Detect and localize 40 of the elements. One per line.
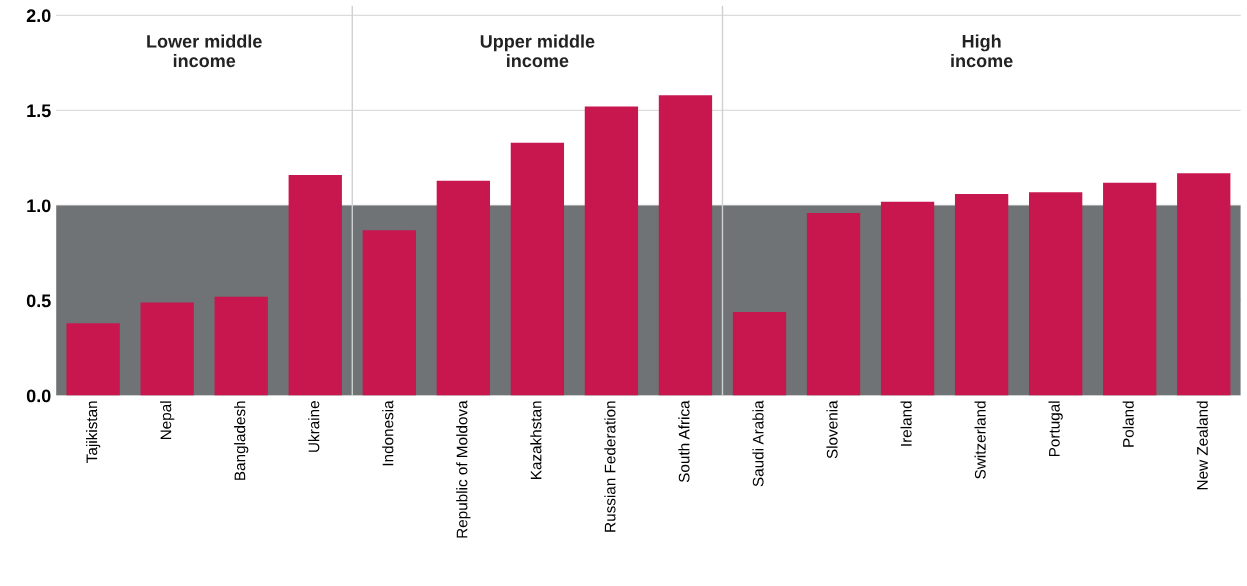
x-tick-label: South Africa [678,400,690,483]
y-tick-label: 0.0 [26,389,51,403]
x-tick-label: Russian Federation [604,401,616,532]
y-tick-label: 2.0 [26,9,51,23]
x-tick-label: Nepal [160,401,175,440]
y-tick-label: 0.5 [26,294,51,308]
bar [362,230,416,396]
bar [1177,173,1231,396]
bar [510,142,565,396]
x-tick-label: Saudi Arabia [752,400,764,487]
bar [436,180,490,396]
x-tick-label: Portugal [1048,401,1063,457]
bar [1103,182,1157,396]
x-tick-label: Indonesia [382,400,394,466]
bar [1029,192,1083,396]
x-tick-label: Ireland [900,401,912,446]
bar [140,302,194,396]
bar [732,311,787,396]
bar [880,201,935,396]
bar [584,106,639,396]
bar [288,175,342,396]
x-tick-label: Poland [1122,401,1134,447]
annotation: Lower middle income [147,34,262,68]
x-tick-label: Slovenia [826,400,838,459]
bar [66,323,120,396]
x-tick-label: Tajikistan [86,401,101,463]
x-tick-label: New Zealand [1196,401,1208,490]
bar [214,296,268,396]
annotation: Upper middle income [480,34,595,68]
y-tick-label: 1.5 [27,104,51,118]
bar [806,213,861,396]
x-tick-label: Bangladesh [234,401,249,480]
x-tick-label: Kazakhstan [530,401,542,479]
y-tick-label: 1.0 [27,199,51,213]
x-tick-label: Switzerland [974,401,986,479]
annotation: High income [951,34,1013,68]
x-tick-label: Ukraine [308,401,320,452]
x-tick-label: Republic of Moldova [456,400,471,538]
bar [954,194,1009,396]
bar [658,95,713,396]
